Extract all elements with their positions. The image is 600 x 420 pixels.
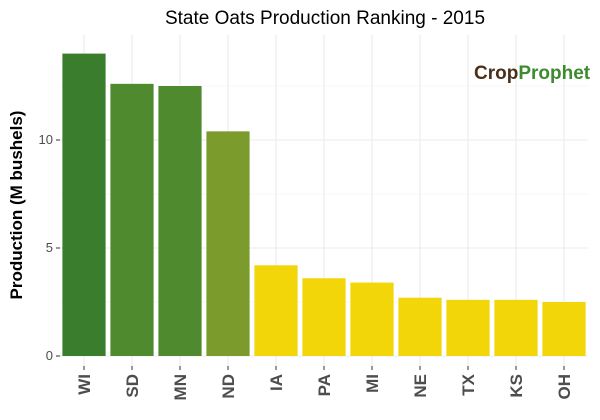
chart-title: State Oats Production Ranking - 2015 <box>165 8 485 29</box>
bar-tx <box>446 299 490 356</box>
bar-mi <box>350 282 394 356</box>
bar-sd <box>110 83 154 356</box>
bar-oh <box>542 302 586 356</box>
logo-prophet: Prophet <box>518 63 590 84</box>
y-ticks: 0 5 10 <box>39 132 60 363</box>
logo-crop: Crop <box>474 63 518 84</box>
bar-nd <box>206 131 250 356</box>
x-tick-label: NE <box>411 374 430 398</box>
bar-wi <box>62 53 106 356</box>
bar-ia <box>254 265 298 356</box>
x-tick-label: KS <box>507 374 526 398</box>
x-tick-label: MN <box>171 374 190 400</box>
bars <box>62 53 586 356</box>
y-tick-label: 10 <box>39 132 53 147</box>
x-tick-label: PA <box>315 374 334 396</box>
bar-pa <box>302 278 346 356</box>
x-tick-label: WI <box>75 374 94 395</box>
y-axis-label: Production (M bushels) <box>7 111 26 300</box>
x-ticks: WI SD MN ND IA PA MI NE TX KS OH <box>75 366 574 400</box>
x-tick-label: TX <box>459 373 478 395</box>
x-tick-label: MI <box>363 374 382 393</box>
x-tick-label: SD <box>123 374 142 398</box>
x-tick-label: OH <box>555 374 574 400</box>
bar-mn <box>158 86 202 356</box>
bar-ne <box>398 297 442 356</box>
x-tick-label: IA <box>267 374 286 391</box>
bar-ks <box>494 299 538 356</box>
y-tick-label: 0 <box>46 348 53 363</box>
logo: CropProphet <box>474 63 591 84</box>
x-tick-label: ND <box>219 374 238 399</box>
y-tick-label: 5 <box>46 240 53 255</box>
